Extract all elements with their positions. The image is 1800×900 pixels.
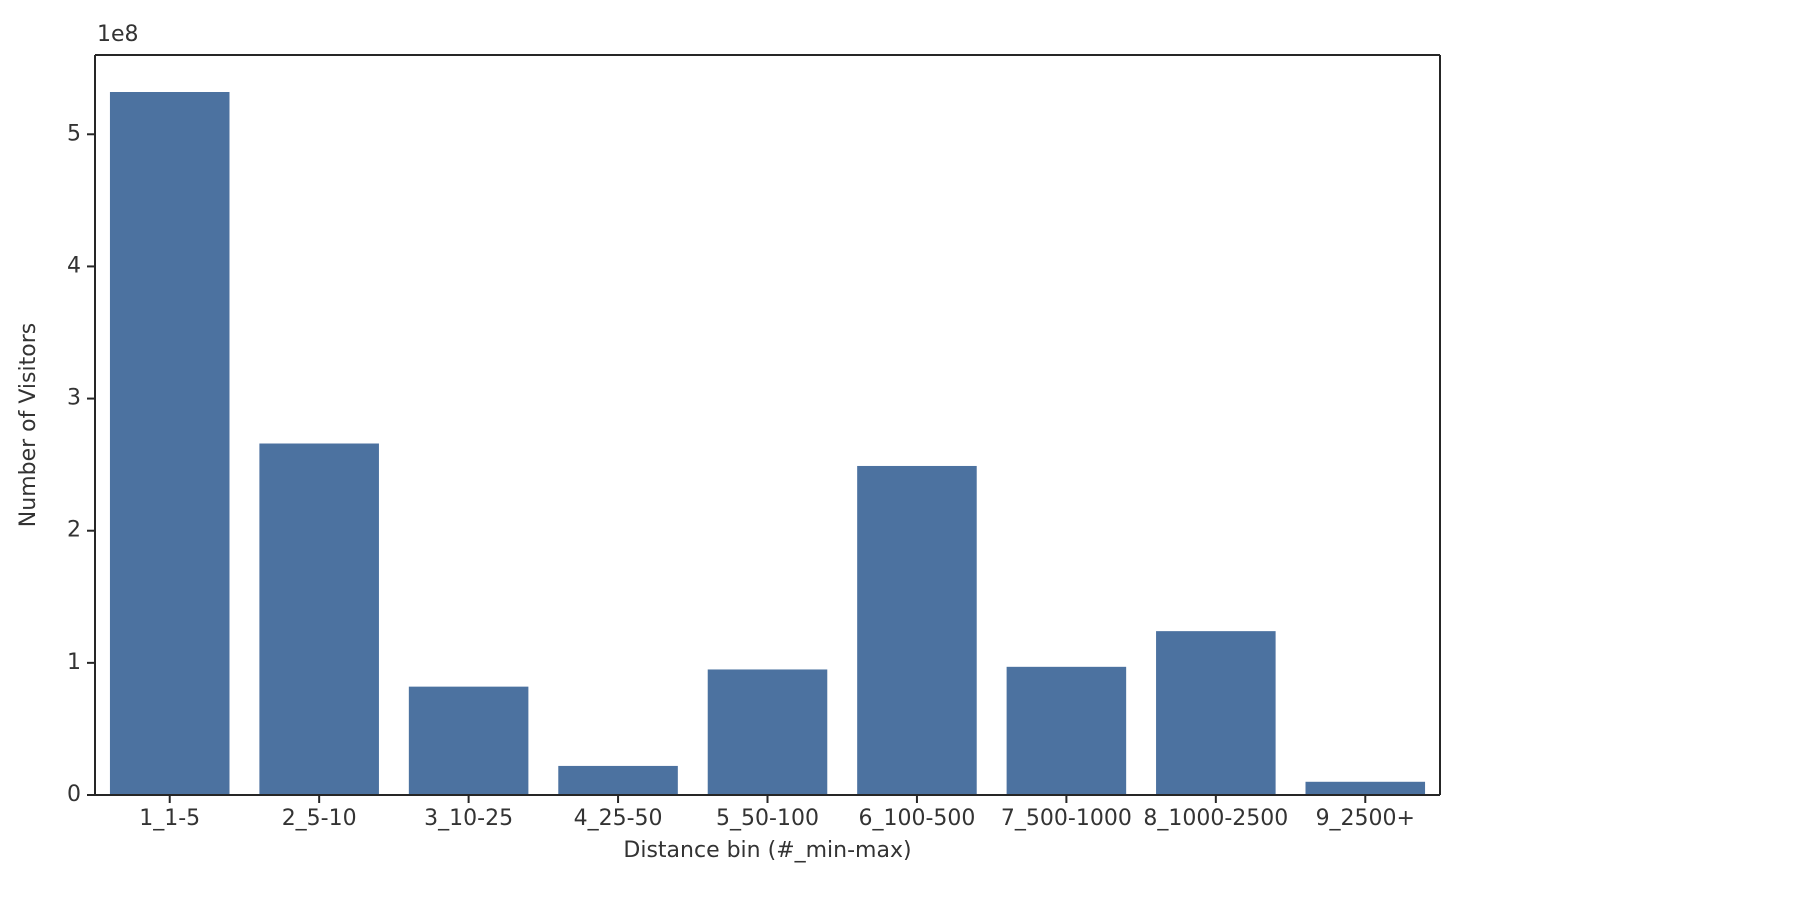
y-tick-label: 2 (67, 518, 81, 543)
bar (1007, 667, 1127, 795)
bar (857, 466, 977, 795)
x-tick-label: 5_50-100 (716, 806, 819, 831)
bar (1306, 782, 1426, 795)
y-tick-label: 3 (67, 386, 81, 411)
y-axis-label: Number of Visitors (16, 323, 41, 527)
x-tick-label: 3_10-25 (424, 806, 513, 831)
y-tick-label: 5 (67, 121, 81, 146)
chart-container: 0 1 2 3 4 5 1_1-5 2_5-10 3_10-25 4_25-50 5_50-100 6… (0, 0, 1800, 900)
y-tick-label: 1 (67, 650, 81, 675)
x-tick-label: 6_100-500 (858, 806, 975, 831)
bar (708, 669, 828, 795)
bar (409, 687, 529, 795)
y-tick-label: 0 (67, 782, 81, 807)
x-tick-label: 9_2500+ (1316, 806, 1415, 831)
bar (558, 766, 678, 795)
bar (1156, 631, 1276, 795)
x-tick-label: 4_25-50 (574, 806, 663, 831)
x-tick-label: 1_1-5 (139, 806, 200, 831)
bar (259, 444, 379, 796)
x-axis-label: Distance bin (#_min-max) (623, 838, 911, 863)
y-tick-label: 4 (67, 253, 81, 278)
bar-chart: 0 1 2 3 4 5 1_1-5 2_5-10 3_10-25 4_25-50 5_50-100 6… (0, 0, 1480, 895)
x-tick-label: 2_5-10 (282, 806, 357, 831)
bar (110, 92, 230, 795)
x-tick-label: 8_1000-2500 (1143, 806, 1288, 831)
y-exponent-label: 1e8 (97, 22, 139, 47)
x-tick-label: 7_500-1000 (1001, 806, 1132, 831)
